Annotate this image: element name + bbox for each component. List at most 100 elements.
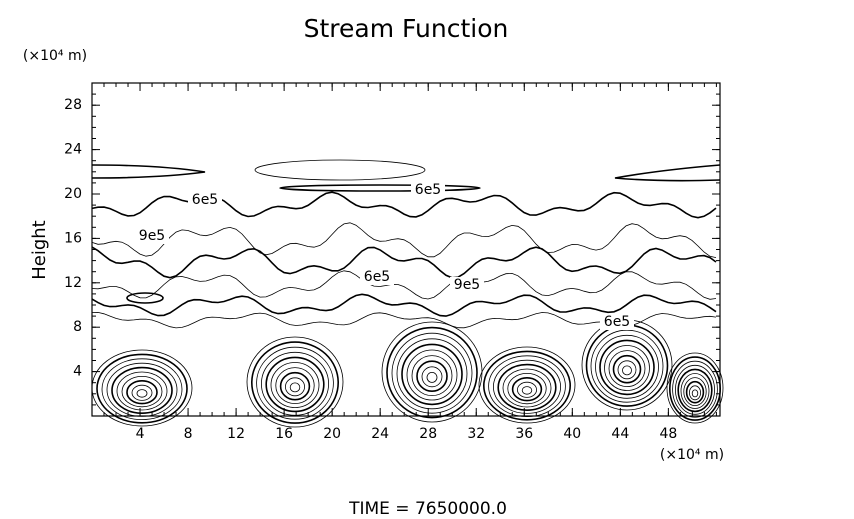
contour-line: [91, 293, 717, 317]
y-axis-label: Height: [29, 220, 50, 280]
contour-line: [116, 371, 168, 411]
contour-line: [391, 332, 473, 414]
contour-line: [126, 292, 164, 304]
contour-line: [386, 326, 478, 419]
contour-line: [595, 334, 659, 399]
contour-line: [279, 184, 481, 192]
contour-line: [270, 362, 320, 408]
contour-line: [502, 368, 552, 408]
x-tick-label: 32: [467, 426, 485, 442]
contour-line: [246, 336, 344, 428]
contour-line: [111, 366, 173, 415]
contour-line: [136, 389, 148, 398]
contour-line: [492, 359, 561, 414]
contour-line: [96, 353, 188, 424]
y-tick-label: 8: [73, 319, 82, 335]
footer: TIME = 7650000.0: [348, 499, 507, 519]
y-tick-label: 28: [64, 97, 82, 113]
contour-line: [411, 355, 453, 397]
chart-title: Stream Function: [304, 14, 509, 43]
y-tick-label: 16: [64, 230, 82, 246]
x-tick-label: 20: [323, 426, 341, 442]
contour-line: [406, 349, 458, 401]
annotation-bg: [135, 228, 169, 244]
contour-line: [517, 381, 538, 398]
x-tick-label: 28: [419, 426, 437, 442]
contour-line: [685, 380, 705, 404]
contour-line: [677, 368, 713, 413]
x-tick-label: 12: [227, 426, 245, 442]
annotation-bg: [360, 269, 394, 285]
contour-line: [289, 382, 301, 393]
annotation-bg: [411, 182, 445, 198]
annotation-bg: [450, 277, 484, 293]
x-tick-label: 48: [659, 426, 677, 442]
contour-line: [612, 354, 642, 384]
contour-line: [521, 386, 533, 395]
contour-line: [590, 329, 664, 403]
contour-line: [254, 159, 426, 181]
x-tick-label: 8: [184, 426, 193, 442]
contour-line: [265, 356, 325, 413]
contour-line: [666, 352, 724, 424]
contour-line: [284, 377, 305, 397]
contour-line: [275, 367, 315, 405]
contour-line: [91, 164, 206, 179]
contour-line: [401, 343, 463, 406]
contour-line: [511, 377, 543, 402]
contour-label: 9e5: [454, 277, 480, 293]
contour-line: [691, 389, 699, 398]
contour-line: [507, 372, 547, 405]
contour-line: [680, 373, 710, 409]
contour-line: [617, 360, 637, 380]
y-unit: (×10⁴ m): [23, 48, 87, 64]
x-tick-label: 44: [611, 426, 629, 442]
contour-label: 6e5: [364, 269, 390, 285]
contour-line: [91, 270, 717, 300]
y-tick-label: 20: [64, 186, 82, 202]
contour-line: [260, 351, 329, 416]
contour-line: [91, 222, 717, 258]
contour-line: [689, 385, 702, 401]
contour-line: [131, 384, 153, 401]
contour-line: [683, 377, 707, 407]
x-tick-label: 36: [515, 426, 533, 442]
y-tick-label: 24: [64, 142, 82, 158]
contour-line: [675, 364, 716, 415]
contour-line: [91, 246, 717, 279]
x-tick-label: 24: [371, 426, 389, 442]
contour-line: [256, 346, 334, 420]
contour-line: [396, 338, 468, 410]
contour-line: [101, 358, 183, 421]
x-unit: (×10⁴ m): [660, 447, 724, 463]
y-tick-label: 12: [64, 275, 82, 291]
contour-line: [478, 346, 576, 424]
contour-line: [421, 366, 443, 388]
x-tick-label: 40: [563, 426, 581, 442]
contour-line: [614, 164, 721, 182]
contour-label: 6e5: [604, 314, 630, 330]
x-tick-label: 4: [136, 426, 145, 442]
contour-line: [599, 339, 655, 396]
contour-line: [426, 371, 438, 383]
annotation-bg: [188, 192, 222, 208]
contour-line: [672, 360, 718, 418]
contour-line: [604, 345, 650, 391]
contour-line: [279, 371, 311, 401]
contour-line: [126, 380, 158, 405]
contour-line: [91, 191, 717, 219]
contour-line: [608, 350, 646, 388]
annotation-bg: [600, 314, 634, 330]
contour-line: [482, 350, 571, 421]
contour-line: [121, 375, 163, 408]
contour-line: [497, 363, 557, 412]
contour-line: [416, 360, 448, 393]
contour-label: 9e5: [139, 228, 165, 244]
contour-field: [91, 159, 724, 428]
y-tick-label: 4: [73, 364, 82, 380]
contour-line: [251, 341, 340, 424]
contour-label: 6e5: [192, 192, 218, 208]
contour-label: 6e5: [415, 182, 441, 198]
contour-line: [622, 365, 632, 376]
